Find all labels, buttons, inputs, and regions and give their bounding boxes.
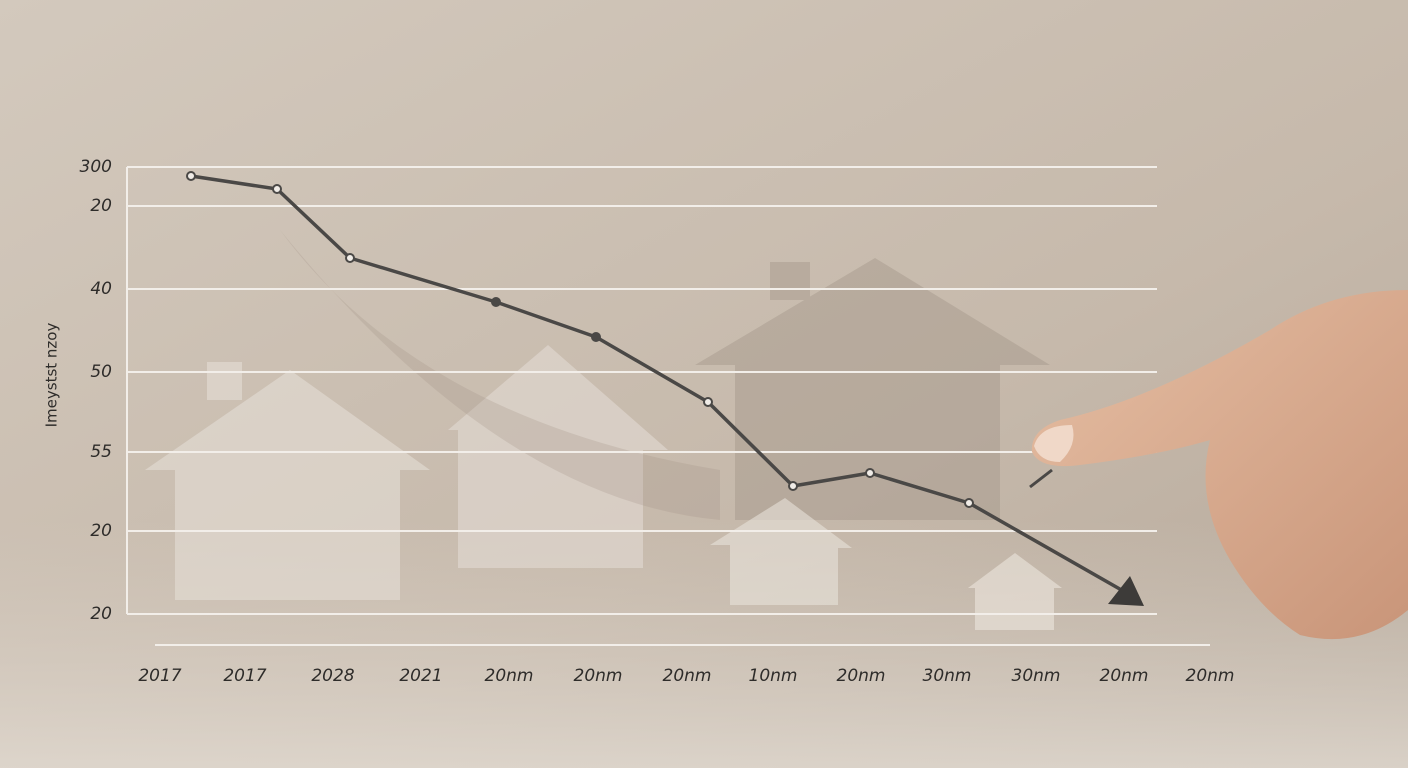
x-label: 20nm — [1100, 666, 1149, 686]
grid — [126, 166, 1210, 646]
x-label: 20nm — [485, 666, 534, 686]
x-label: 30nm — [1012, 666, 1061, 686]
hand — [1031, 290, 1408, 640]
y-label: 55 — [90, 442, 112, 462]
y-label: 50 — [90, 362, 112, 382]
x-label: 20nm — [1186, 666, 1235, 686]
x-label: 2017 — [223, 666, 266, 686]
axis-title: Imeystst nzoy — [43, 323, 61, 428]
x-label: 10nm — [749, 666, 798, 686]
x-label: 30nm — [923, 666, 972, 686]
y-label: 40 — [90, 279, 112, 299]
labels: 300 20 40 50 55 20 20 2017 2017 2028 2021 20nm 20nm 2… — [80, 157, 1235, 686]
x-label: 2017 — [138, 666, 181, 686]
x-label: 20nm — [663, 666, 712, 686]
x-label: 20nm — [574, 666, 623, 686]
y-label: 300 — [80, 157, 112, 177]
trend-line — [186, 171, 1144, 606]
y-label: 20 — [90, 196, 112, 216]
x-label: 2028 — [311, 666, 354, 686]
y-label: 20 — [90, 521, 112, 541]
x-label: 2021 — [399, 666, 442, 686]
houses — [145, 230, 1062, 630]
y-label: 20 — [90, 604, 112, 624]
x-label: 20nm — [837, 666, 886, 686]
